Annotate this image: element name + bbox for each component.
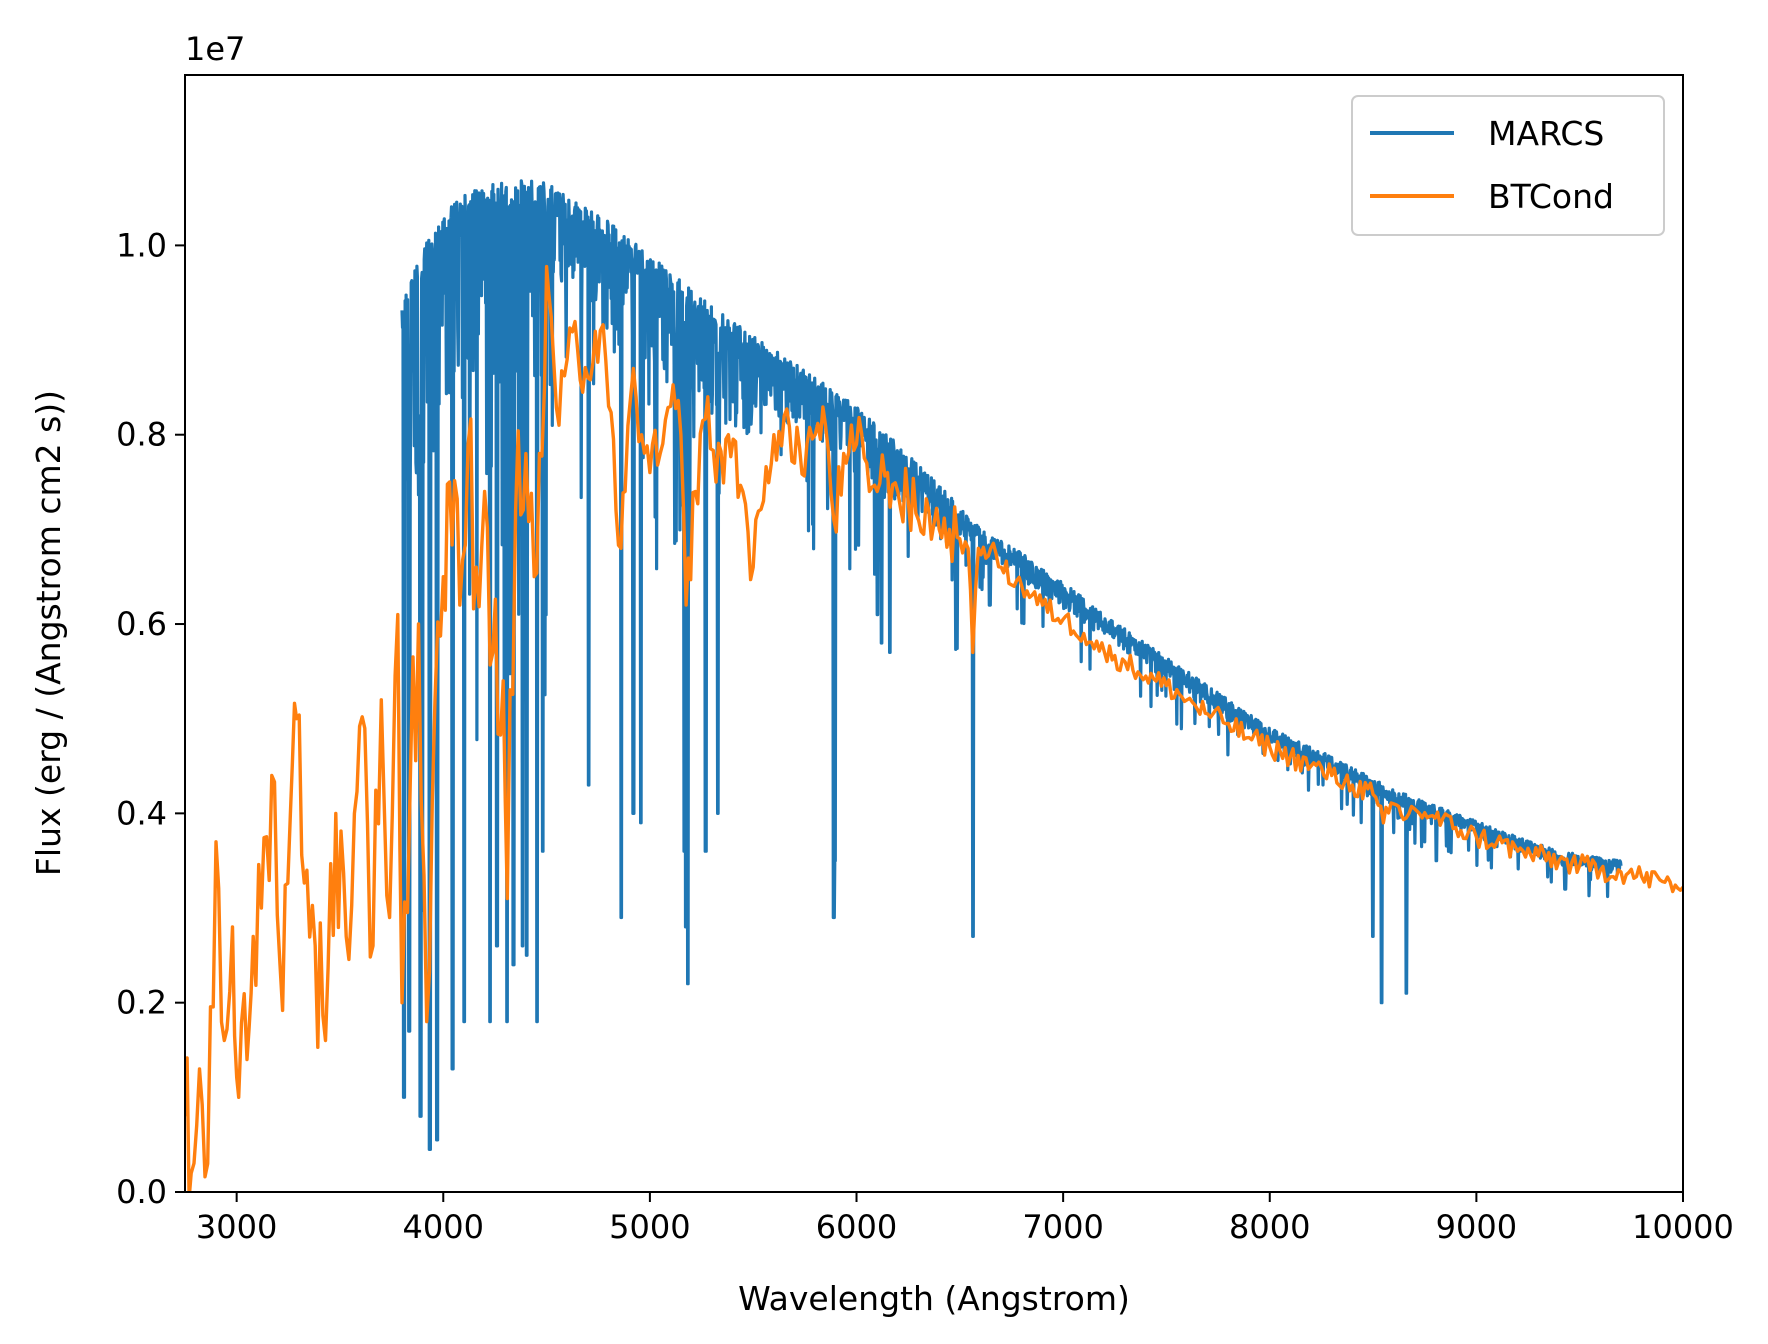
legend-box xyxy=(1351,95,1665,236)
x-tick-label: 4000 xyxy=(403,1208,484,1246)
series-layer xyxy=(185,179,1683,1192)
y-offset-label: 1e7 xyxy=(185,30,245,68)
x-tick-label: 6000 xyxy=(816,1208,897,1246)
x-tick-label: 9000 xyxy=(1436,1208,1517,1246)
y-tick-label: 0.6 xyxy=(116,605,167,643)
x-tick-label: 8000 xyxy=(1229,1208,1310,1246)
legend-label-marcs: MARCS xyxy=(1488,114,1604,153)
series-line-btcond xyxy=(185,264,1683,1192)
legend-label-btcond: BTCond xyxy=(1488,177,1614,216)
y-tick-label: 1.0 xyxy=(116,226,167,264)
y-axis-ticks: 0.0 0.2 0.4 0.6 0.8 1.0 xyxy=(116,226,185,1211)
y-tick-label: 0.0 xyxy=(116,1173,167,1211)
y-axis-label: Flux (erg / (Angstrom cm2 s)) xyxy=(29,390,68,876)
x-tick-label: 5000 xyxy=(609,1208,690,1246)
y-tick-label: 0.4 xyxy=(116,794,167,832)
x-tick-label: 7000 xyxy=(1022,1208,1103,1246)
y-tick-label: 0.2 xyxy=(116,984,167,1022)
y-tick-label: 0.8 xyxy=(116,416,167,454)
series-line-marcs xyxy=(400,179,1623,1151)
legend: MARCS BTCond xyxy=(1351,95,1665,236)
x-axis-label: Wavelength (Angstrom) xyxy=(738,1279,1130,1318)
plot-frame xyxy=(184,74,1684,1193)
x-axis-ticks: 3000 4000 5000 6000 7000 8000 9000 10000 xyxy=(196,1192,1734,1246)
x-tick-label: 10000 xyxy=(1632,1208,1734,1246)
x-tick-label: 3000 xyxy=(196,1208,277,1246)
